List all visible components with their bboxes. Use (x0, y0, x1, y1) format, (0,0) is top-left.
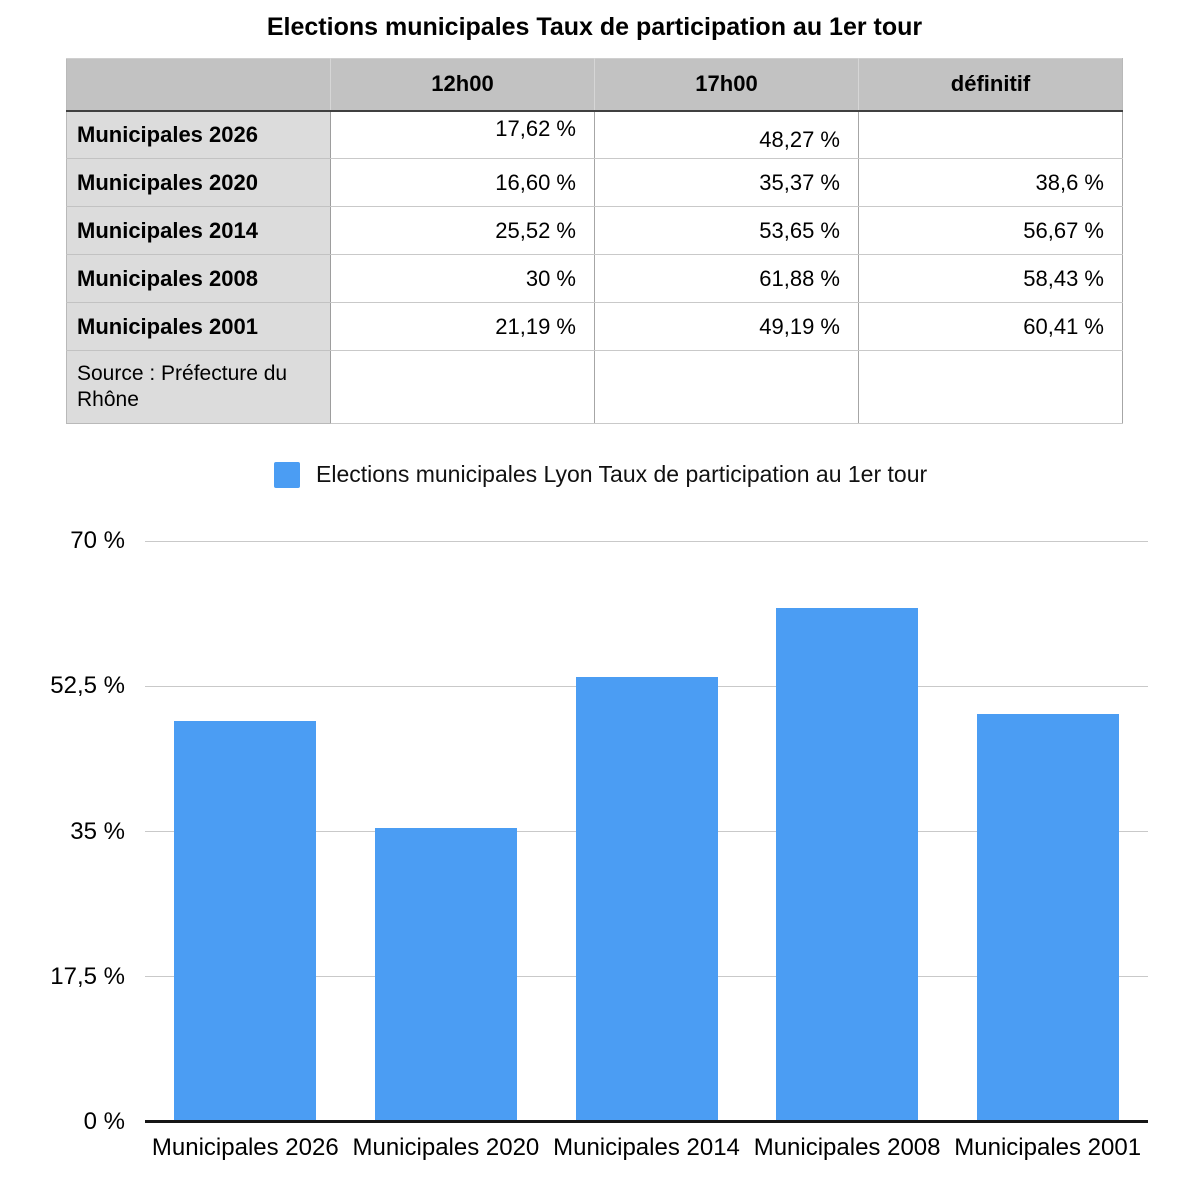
table-cell: 30 % (330, 254, 595, 303)
source-note: Source : Préfecture du Rhône (66, 350, 331, 424)
chart-legend: Elections municipales Lyon Taux de parti… (274, 461, 927, 488)
x-axis-line (145, 1120, 1148, 1123)
table-cell (858, 350, 1123, 424)
legend-label: Elections municipales Lyon Taux de parti… (316, 461, 928, 487)
table-header-cell: 17h00 (594, 58, 859, 112)
y-axis-tick-label: 0 % (83, 1108, 125, 1135)
table-cell (330, 350, 595, 424)
table-cell (594, 350, 859, 424)
row-label: Municipales 2026 (66, 110, 331, 159)
row-label: Municipales 2014 (66, 206, 331, 255)
table-cell (858, 110, 1123, 159)
bar (976, 713, 1119, 1122)
table-row: Municipales 2001 21,19 % 49,19 % 60,41 % (66, 302, 1123, 351)
table-cell: 35,37 % (594, 158, 859, 207)
bar (575, 676, 718, 1122)
x-axis-tick-label: Municipales 2014 (553, 1134, 740, 1161)
table-cell: 17,62 % (330, 110, 595, 159)
table-cell: 56,67 % (858, 206, 1123, 255)
table-header-cell: 12h00 (330, 58, 595, 112)
table-cell: 53,65 % (594, 206, 859, 255)
bar (174, 721, 317, 1122)
y-axis-tick-label: 52,5 % (50, 672, 125, 700)
y-axis-tick-label: 35 % (70, 817, 125, 845)
y-axis-tick-label: 17,5 % (50, 962, 125, 990)
table-header-cell: définitif (858, 58, 1123, 112)
page-title: Elections municipales Taux de participat… (266, 13, 923, 41)
legend-swatch-icon (274, 461, 300, 488)
table-row: Municipales 2014 25,52 % 53,65 % 56,67 % (66, 206, 1123, 255)
table-cell: 49,19 % (594, 302, 859, 351)
y-axis-tick-label: 70 % (70, 527, 125, 554)
source-row: Source : Préfecture du Rhône (66, 350, 1123, 424)
x-axis-tick-label: Municipales 2008 (753, 1134, 941, 1161)
table-cell: 60,41 % (858, 302, 1123, 351)
table-corner-cell (66, 58, 331, 112)
participation-table: 12h00 17h00 définitif Municipales 2026 17,6… (66, 58, 1123, 424)
table-cell: 61,88 % (594, 254, 859, 303)
gridline (145, 540, 1148, 542)
table-row: Municipales 2008 30 % 61,88 % 58,43 % (66, 254, 1123, 303)
table-row: Municipales 2026 17,62 % 48,27 % (66, 110, 1123, 159)
row-label: Municipales 2008 (66, 254, 331, 303)
table-cell: 25,52 % (330, 206, 595, 255)
table-cell: 21,19 % (330, 302, 595, 351)
table-header-row: 12h00 17h00 définitif (66, 58, 1123, 112)
table-cell: 58,43 % (858, 254, 1123, 303)
table-body: Municipales 2026 17,62 % 48,27 % Municipale… (66, 110, 1123, 424)
bar (374, 828, 517, 1122)
table-cell: 48,27 % (594, 110, 859, 159)
row-label: Municipales 2001 (66, 302, 331, 351)
x-axis-tick-label: Municipales 2020 (352, 1134, 540, 1161)
bar (776, 608, 919, 1122)
table-cell: 38,6 % (858, 158, 1123, 207)
table-cell: 16,60 % (330, 158, 595, 207)
table-header-row: 12h00 17h00 définitif (66, 58, 1123, 112)
x-axis-tick-label: Municipales 2026 (151, 1134, 339, 1161)
x-axis-tick-label: Municipales 2001 (954, 1134, 1142, 1161)
